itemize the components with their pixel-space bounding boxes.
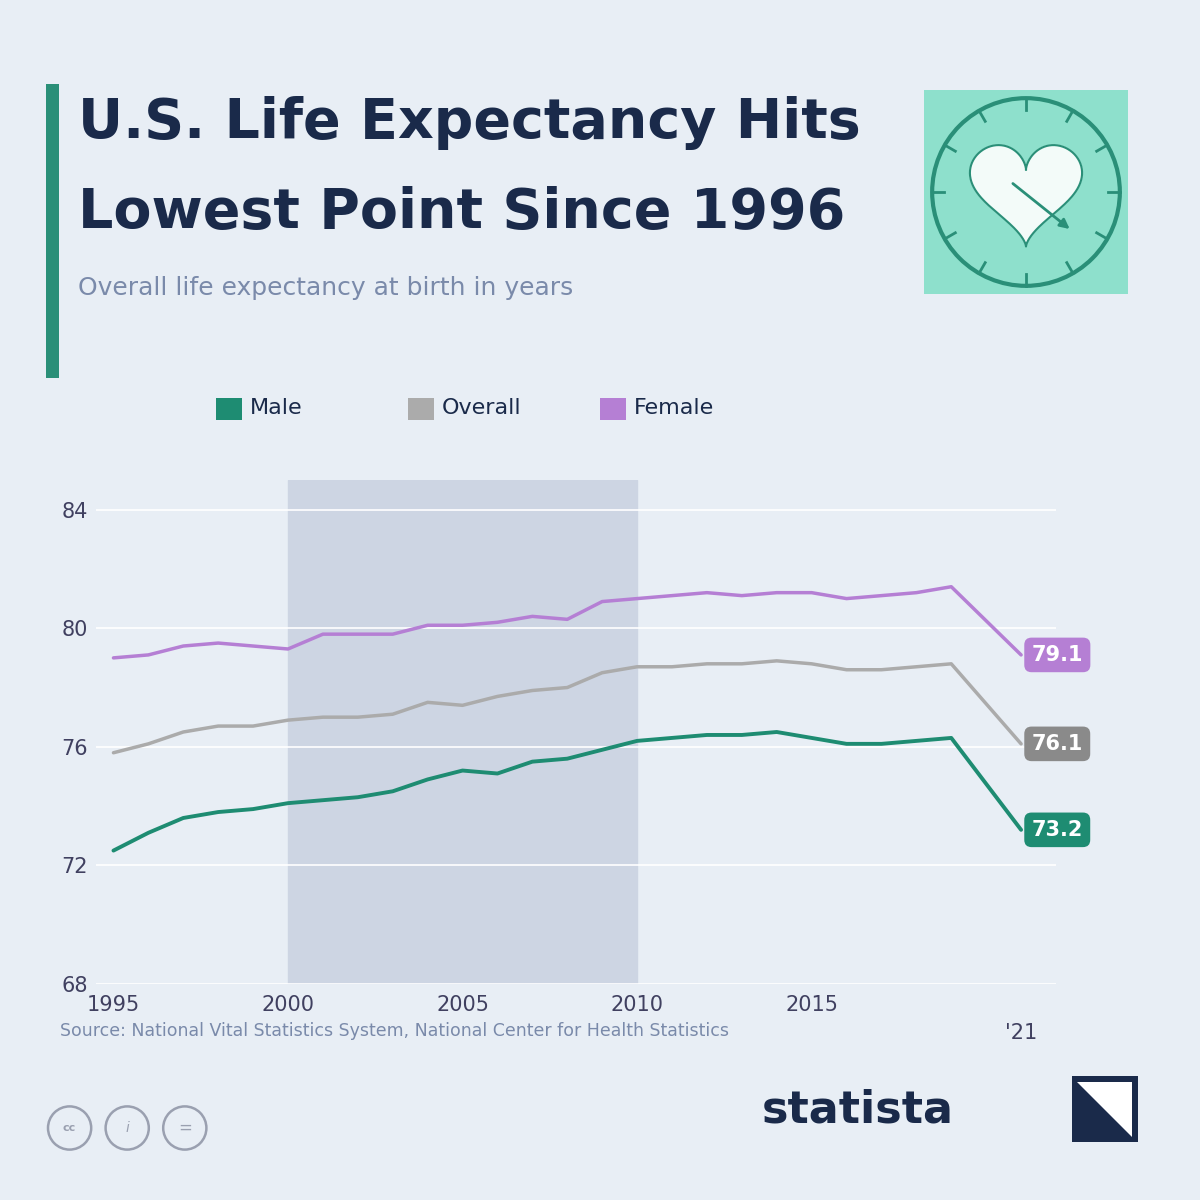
Text: 73.2: 73.2 [1032,820,1082,840]
Polygon shape [970,145,1082,246]
Text: Overall life expectancy at birth in years: Overall life expectancy at birth in year… [78,276,574,300]
Polygon shape [1076,1081,1133,1138]
Text: Male: Male [250,398,302,418]
Text: 76.1: 76.1 [1032,734,1082,754]
Text: '21: '21 [1004,1022,1037,1043]
Bar [288,480,637,984]
Text: Source: National Vital Statistics System, National Center for Health Statistics: Source: National Vital Statistics System… [60,1022,730,1040]
Text: =: = [178,1118,192,1138]
Text: Lowest Point Since 1996: Lowest Point Since 1996 [78,186,845,240]
Text: i: i [125,1121,130,1135]
Text: cc: cc [62,1123,77,1133]
Text: Overall: Overall [442,398,521,418]
Text: U.S. Life Expectancy Hits: U.S. Life Expectancy Hits [78,96,860,150]
Text: 79.1: 79.1 [1032,644,1084,665]
Text: statista: statista [762,1088,954,1132]
Text: Female: Female [634,398,714,418]
